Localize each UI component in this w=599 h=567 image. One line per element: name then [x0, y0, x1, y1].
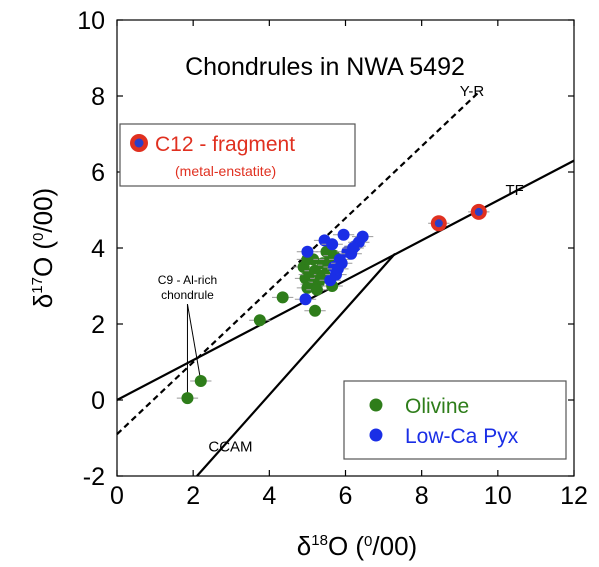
legend-c12: C12 - fragment (metal-enstatite)	[119, 123, 356, 187]
data-points	[176, 203, 490, 405]
x-tick-label: 12	[560, 482, 588, 510]
x-tick-label: 4	[262, 482, 276, 510]
low-ca-pyx-point	[326, 238, 339, 251]
legend-c12-marker-inner	[134, 138, 144, 148]
legend-series-box	[343, 380, 567, 460]
legend-low-ca-pyx-marker	[369, 428, 383, 442]
y-r-line	[116, 91, 480, 435]
y-tick-label: 2	[91, 311, 105, 339]
ccam-label: CCAM	[208, 438, 252, 455]
low-ca-pyx-point	[356, 230, 369, 243]
legend-c12-sublabel: (metal-enstatite)	[175, 163, 276, 179]
x-tick-label: 6	[339, 482, 353, 510]
olivine-point	[301, 281, 314, 294]
y-axis-title: δ17O (0/00)	[28, 188, 58, 308]
tf-line	[116, 159, 575, 401]
olivine-point	[314, 272, 327, 285]
ccam-line	[196, 252, 396, 477]
tf-label: TF	[505, 182, 523, 199]
legend-c12-label: C12 - fragment	[155, 133, 295, 156]
y-tick-label: 4	[91, 235, 105, 263]
y-tick-label: 8	[91, 83, 105, 111]
chart-title: Chondrules in NWA 5492	[185, 53, 465, 81]
legend-olivine-label: Olivine	[405, 395, 469, 418]
low-ca-pyx-point	[331, 262, 344, 275]
low-ca-pyx-point	[299, 293, 312, 306]
annotation-leader	[186, 304, 202, 382]
low-ca-pyx-point	[347, 242, 360, 254]
c12-fragment-point-core	[474, 207, 483, 216]
x-tick-label: 2	[186, 482, 200, 510]
olivine-point	[276, 291, 289, 304]
legend-series: Olivine Low-Ca Pyx	[343, 380, 567, 460]
x-tick-label: 0	[110, 482, 124, 510]
low-ca-pyx-point	[337, 228, 350, 241]
x-tick-label: 8	[415, 482, 429, 510]
olivine-point	[194, 375, 207, 387]
legend-c12-box	[119, 123, 356, 187]
legend-olivine-marker	[369, 398, 383, 412]
annotation-line-1: C9 - Al-rich	[158, 273, 217, 287]
y-tick-label: 10	[77, 7, 105, 35]
legend-low-ca-pyx-label: Low-Ca Pyx	[405, 425, 519, 448]
y-tick-label: -2	[83, 463, 105, 491]
olivine-point	[253, 314, 266, 327]
x-axis-title: δ18O (0/00)	[297, 531, 417, 561]
olivine-point	[310, 283, 323, 296]
low-ca-pyx-point	[301, 245, 314, 258]
olivine-point	[309, 304, 322, 317]
annotation-line-2: chondrule	[161, 288, 214, 302]
y-tick-label: 0	[91, 387, 105, 415]
x-tick-label: 10	[484, 482, 512, 510]
c12-fragment-point-core	[434, 219, 443, 228]
reference-lines: Y-R TF CCAM	[116, 83, 575, 477]
olivine-point	[181, 392, 194, 405]
y-tick-label: 6	[91, 159, 105, 187]
y-r-label: Y-R	[460, 83, 485, 100]
